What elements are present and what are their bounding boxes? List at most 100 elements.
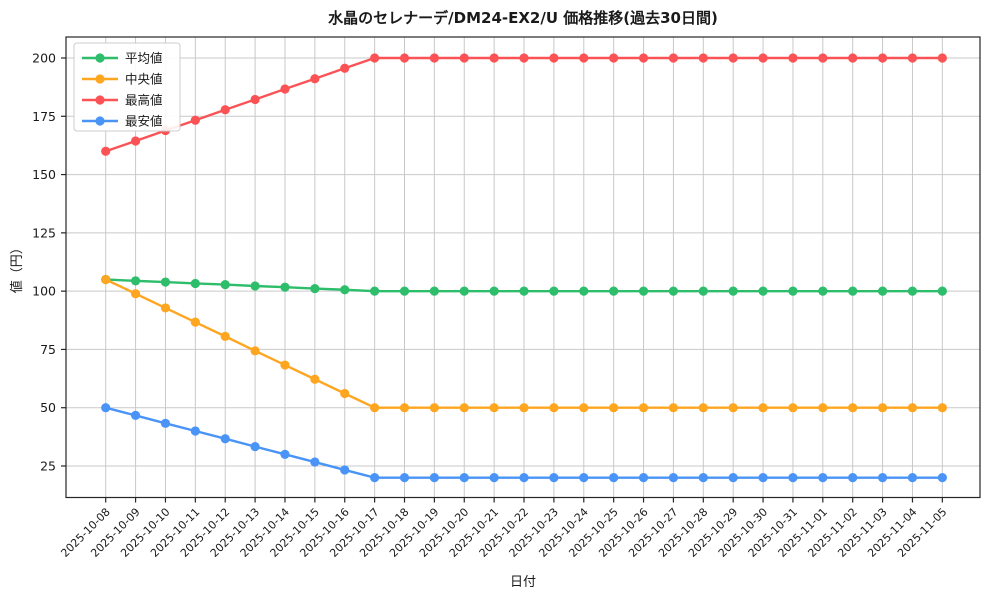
chart-title: 水晶のセレナーデ/DM24-EX2/U 価格推移(過去30日間) [328, 9, 718, 27]
legend-highest-label: 最高値 [125, 93, 163, 108]
x-axis-label: 日付 [510, 575, 536, 590]
y-tick-label: 150 [32, 167, 56, 182]
series-highest-marker [549, 53, 559, 63]
series-highest-marker [519, 53, 529, 63]
series-highest-marker [310, 74, 320, 84]
series-highest-marker [877, 53, 888, 63]
series-lowest-marker [160, 418, 171, 428]
series-average [101, 274, 947, 296]
series-median-marker [609, 403, 619, 413]
series-highest-marker [728, 53, 738, 63]
series-highest-marker [579, 53, 589, 63]
series-average-marker [549, 286, 559, 296]
series-highest-marker [429, 53, 439, 63]
series-average-marker [340, 285, 350, 295]
series-lowest-marker [549, 473, 559, 483]
series-lowest-marker [250, 442, 260, 452]
series-lowest-marker [190, 426, 200, 436]
series-highest-marker [101, 146, 111, 156]
series-median-marker [937, 403, 947, 413]
series-highest [101, 53, 947, 156]
series-median-marker [220, 331, 230, 341]
series-highest-marker [370, 53, 380, 63]
series-average-marker [250, 281, 260, 291]
series-highest-marker [250, 94, 260, 105]
series-median-marker [549, 403, 559, 413]
series-lowest-marker [489, 473, 499, 483]
y-tick-label: 50 [40, 400, 56, 415]
series-lowest-marker [728, 473, 738, 483]
series-highest-marker [818, 53, 828, 63]
series-average-marker [818, 286, 828, 296]
y-tick-label: 200 [32, 51, 56, 66]
series-average-marker [190, 278, 200, 289]
series-average-marker [280, 282, 290, 292]
series-average-marker [728, 286, 738, 296]
legend-average-label: 平均値 [125, 51, 163, 66]
series-average-marker [429, 286, 439, 296]
y-tick-label: 75 [40, 342, 56, 357]
series-median-marker [190, 317, 200, 327]
series-average-marker [459, 286, 469, 296]
series-average-marker [907, 286, 918, 296]
series-highest-marker [489, 53, 499, 63]
series-lowest-marker [220, 434, 230, 444]
series-lowest-marker [758, 473, 768, 483]
series-median-marker [877, 403, 888, 413]
series-average-marker [877, 286, 888, 296]
series-median-marker [848, 403, 858, 413]
series-average-marker [848, 286, 858, 296]
series-lowest-marker [788, 473, 798, 483]
series-highest-marker [220, 105, 230, 115]
series-highest-marker [937, 53, 947, 63]
series-highest-marker [638, 53, 649, 63]
series-lowest-marker [310, 457, 320, 467]
series-average-marker [370, 286, 380, 296]
series-lowest-marker [340, 465, 350, 475]
series-median-marker [758, 403, 768, 413]
series-median-marker [818, 403, 828, 413]
series-highest-marker [668, 53, 679, 63]
series-average-marker [519, 286, 529, 296]
series-average-marker [130, 276, 141, 286]
series-median-marker [310, 374, 320, 384]
series-average-marker [609, 286, 619, 296]
series-median-marker [579, 403, 589, 413]
series-average-marker [489, 286, 499, 296]
series-lowest-marker [370, 473, 380, 483]
series-median-marker [907, 403, 918, 413]
series-median [101, 274, 947, 413]
series-lowest [101, 403, 947, 483]
series-lowest-marker [907, 473, 918, 483]
series-lowest-marker [399, 473, 410, 483]
series-average-marker [758, 286, 768, 296]
series-median-marker [638, 403, 649, 413]
series-median-marker [668, 403, 679, 413]
series-highest-marker [848, 53, 858, 63]
series-median-marker [130, 289, 141, 299]
series-lowest-marker [848, 473, 858, 483]
series-highest-marker [399, 53, 410, 63]
series-highest-marker [788, 53, 798, 63]
series-median-marker [280, 360, 290, 370]
legend-box [73, 42, 181, 132]
series-highest-marker [280, 84, 290, 94]
series-median-marker [399, 403, 410, 413]
y-tick-label: 125 [32, 225, 56, 240]
series-median-marker [101, 274, 111, 285]
series-lowest-marker [818, 473, 828, 483]
series-highest-marker [907, 53, 918, 63]
series-highest-marker [340, 63, 350, 73]
series-highest-marker [758, 53, 768, 63]
series-median-marker [250, 346, 260, 356]
series-median-marker [489, 403, 499, 413]
series-lowest-marker [698, 473, 708, 483]
series-lowest-marker [579, 473, 589, 483]
series-lowest-marker [459, 473, 469, 483]
series-lowest-marker [877, 473, 888, 483]
gridlines [66, 37, 980, 498]
series-highest-marker [698, 53, 708, 63]
y-tick-label: 100 [32, 284, 56, 299]
series-highest-marker [130, 136, 141, 146]
